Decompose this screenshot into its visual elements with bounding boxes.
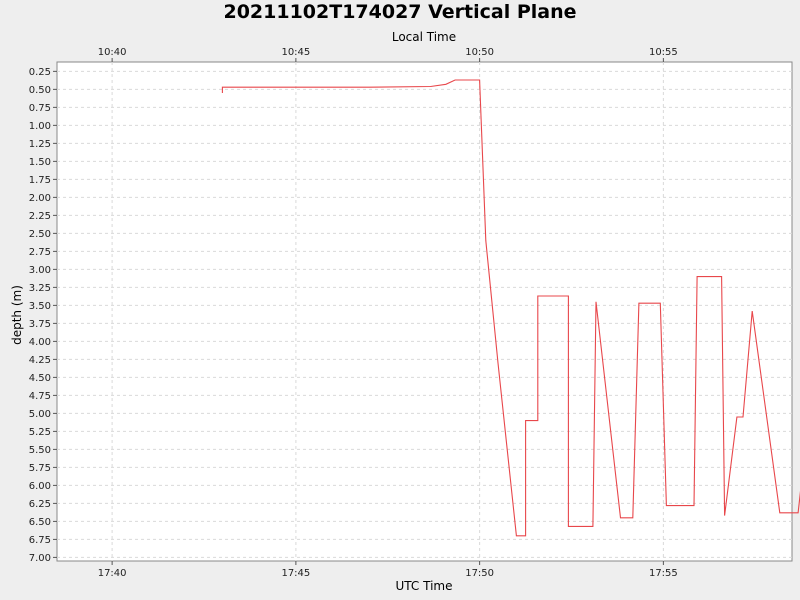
x-tick-label: 17:50 [465,568,494,579]
x-tick-label: 17:55 [649,568,678,579]
top-tick-label: 10:50 [465,47,494,58]
x-tick-label: 17:45 [281,568,310,579]
y-tick-label: 4.25 [29,355,51,366]
y-tick-label: 0.50 [29,85,51,96]
series-layer [221,79,800,537]
y-tick-label: 6.00 [29,481,51,492]
y-tick-label: 3.50 [29,301,51,312]
y-axis-label: depth (m) [10,285,24,345]
y-tick-label: 6.75 [29,535,51,546]
y-tick-label: 1.75 [29,175,51,186]
chart-title: 20211102T174027 Vertical Plane [223,1,576,23]
y-axis-ticks: 0.25 0.50 0.75 1.00 1.25 1.50 1.75 2.00 2.25 2.50… [29,67,57,564]
y-tick-label: 3.00 [29,265,51,276]
y-tick-label: 5.25 [29,427,51,438]
x-tick-label: 17:40 [98,568,127,579]
x-axis-ticks: 17:4017:4517:5017:5518:0018:0518:1018:15… [98,561,678,579]
x-axis-label: UTC Time [396,579,453,593]
y-tick-label: 4.00 [29,337,51,348]
top-tick-label: 10:55 [649,47,678,58]
depth-series-line [221,79,800,537]
top-axis-ticks: 10:4010:4510:5010:5511:0011:0511:1011:15… [98,47,678,62]
plot-area [56,61,793,562]
y-tick-label: 4.75 [29,391,51,402]
top-tick-label: 10:45 [281,47,310,58]
y-tick-label: 2.00 [29,193,51,204]
y-tick-label: 2.25 [29,211,51,222]
y-tick-label: 2.50 [29,229,51,240]
y-tick-label: 5.00 [29,409,51,420]
y-tick-label: 3.75 [29,319,51,330]
y-tick-label: 1.25 [29,139,51,150]
y-tick-label: 1.50 [29,157,51,168]
top-tick-label: 10:40 [98,47,127,58]
y-tick-label: 1.00 [29,121,51,132]
y-tick-label: 3.25 [29,283,51,294]
y-tick-label: 7.00 [29,553,51,564]
y-tick-label: 0.75 [29,103,51,114]
y-tick-label: 6.50 [29,517,51,528]
y-tick-label: 6.25 [29,499,51,510]
top-axis-label: Local Time [392,30,456,44]
grid [57,62,792,561]
y-tick-label: 5.75 [29,463,51,474]
y-tick-label: 5.50 [29,445,51,456]
y-tick-label: 0.25 [29,67,51,78]
y-tick-label: 4.50 [29,373,51,384]
y-tick-label: 2.75 [29,247,51,258]
